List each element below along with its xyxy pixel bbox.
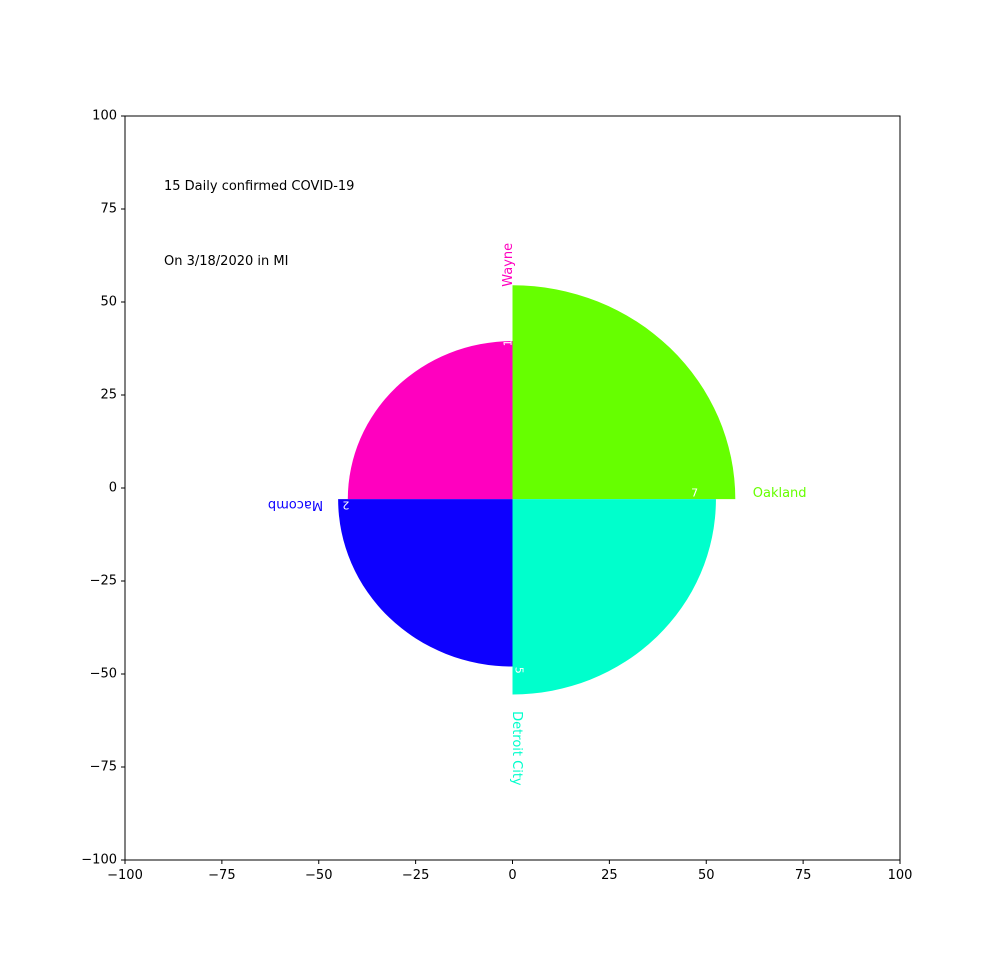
wedges-group: [338, 285, 736, 695]
annotation-date: On 3/18/2020 in MI: [164, 254, 288, 269]
x-tick-label: −75: [208, 868, 235, 883]
x-tick-label: 25: [601, 868, 618, 883]
category-label-wayne: Wayne: [501, 243, 516, 287]
wedge-macomb: [338, 499, 513, 667]
y-tick-label: −25: [90, 574, 117, 589]
category-label-detroit-city: Detroit City: [509, 711, 524, 786]
wedge-wayne: [347, 341, 513, 500]
value-label-oakland: 7: [691, 487, 698, 500]
x-tick-label: −50: [305, 868, 332, 883]
x-tick-label: 0: [508, 868, 516, 883]
category-label-oakland: Oakland: [753, 486, 807, 501]
value-labels-group: 7 1 2 5: [342, 339, 698, 673]
annotation-title: 15 Daily confirmed COVID-19: [164, 179, 354, 194]
value-label-detroit-city: 5: [512, 667, 525, 674]
y-tick-label: −75: [90, 760, 117, 775]
x-tick-label: −25: [402, 868, 429, 883]
y-axis: 100 75 50 25 0 −25 −50 −75 −100: [81, 109, 125, 868]
y-tick-label: 100: [92, 109, 117, 124]
x-tick-label: 50: [698, 868, 715, 883]
y-tick-label: −50: [90, 667, 117, 682]
wedge-oakland: [512, 285, 736, 500]
y-tick-label: 75: [100, 202, 117, 217]
wedge-detroit-city: [512, 499, 716, 695]
y-tick-label: 50: [100, 295, 117, 310]
x-tick-label: 100: [888, 868, 913, 883]
category-labels-group: Oakland Wayne Macomb Detroit City: [268, 243, 807, 786]
value-label-macomb: 2: [342, 499, 349, 512]
y-tick-label: 25: [100, 388, 117, 403]
y-tick-label: −100: [81, 853, 117, 868]
category-label-macomb: Macomb: [268, 497, 323, 512]
x-tick-label: −100: [107, 868, 143, 883]
x-axis: −100 −75 −50 −25 0 25 50 75 100: [107, 860, 912, 883]
x-tick-label: 75: [795, 868, 812, 883]
value-label-wayne: 1: [502, 339, 515, 346]
y-tick-label: 0: [109, 481, 117, 496]
